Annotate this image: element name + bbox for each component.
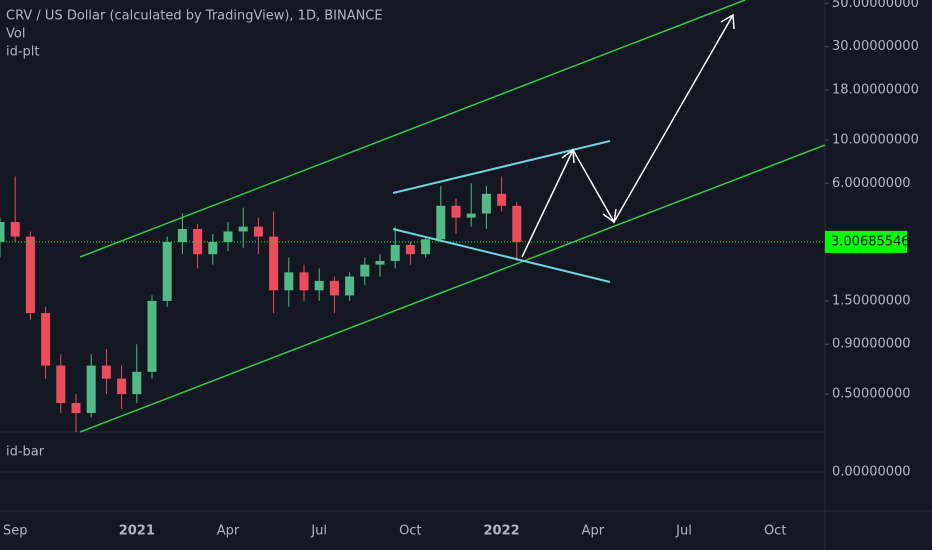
arrowhead (561, 148, 575, 164)
indicator-label: id-bar (6, 445, 45, 460)
x-tick-label: Jul (675, 524, 692, 539)
candle-body (132, 371, 142, 395)
chart-title: CRV / US Dollar (calculated by TradingVi… (6, 9, 383, 24)
candle-body (284, 272, 294, 291)
projection-path (521, 14, 734, 258)
x-tick-label: 2022 (484, 524, 520, 539)
arrowhead (602, 208, 617, 224)
x-tick-label: Jul (310, 524, 327, 539)
y-tick-label: 18.00000000 (832, 83, 919, 98)
indicator-label: Vol (6, 27, 25, 42)
plot-area (0, 176, 825, 432)
candle-body (10, 222, 20, 237)
x-tick-label: Oct (399, 524, 421, 539)
wedge-upper (392, 140, 611, 194)
candle-body (41, 313, 51, 366)
candle-body (466, 213, 476, 218)
candle-body (56, 365, 66, 404)
candle-body (345, 276, 355, 296)
candle-body (390, 244, 400, 262)
y-tick-label: 0.50000000 (832, 387, 911, 402)
candle-body (162, 242, 172, 301)
candle-body (360, 264, 370, 277)
x-tick-label: Sep (3, 524, 28, 539)
x-tick-label: 2021 (119, 524, 155, 539)
y-tick-label: 10.00000000 (832, 132, 919, 147)
last-price-label: 3.00685546 (831, 234, 910, 249)
candle-body (421, 239, 431, 255)
candle-body (25, 236, 35, 314)
indicator-label: id-plt (6, 45, 40, 60)
candle-body (269, 236, 279, 291)
candle-body (451, 205, 461, 218)
channel-upper (79, 0, 746, 258)
candle-body (329, 280, 339, 296)
channel-lower (79, 144, 826, 433)
candle-body (497, 193, 507, 206)
candle-body (314, 280, 324, 291)
y-tick-label: 0.90000000 (832, 337, 911, 352)
candle-body (375, 261, 385, 265)
candle-body (147, 300, 157, 372)
wedge-lower (392, 228, 611, 283)
candle-body (0, 222, 5, 243)
candle-body (481, 193, 491, 214)
arrowhead (720, 13, 735, 30)
candle-body (177, 228, 187, 243)
candle-body (512, 205, 522, 242)
candle-body (117, 378, 127, 395)
drawings (79, 0, 826, 433)
candle-body (405, 244, 415, 255)
y-tick-label: 0.00000000 (832, 465, 911, 480)
candle-body (223, 231, 233, 243)
last-price-box (825, 230, 907, 253)
y-tick-label: 30.00000000 (832, 39, 919, 54)
x-tick-label: Apr (217, 524, 240, 539)
candle-body (86, 365, 96, 414)
candle-body (253, 226, 263, 237)
x-tick-label: Oct (764, 524, 786, 539)
candle-body (436, 205, 446, 240)
y-tick-label: 50.00000000 (832, 0, 919, 11)
x-tick-label: Apr (582, 524, 605, 539)
candle-body (238, 226, 248, 232)
candle-body (193, 228, 203, 255)
candle-body (208, 242, 218, 255)
candle-body (299, 272, 309, 291)
candle-body (71, 403, 81, 414)
y-tick-label: 1.50000000 (832, 293, 911, 308)
y-tick-label: 6.00000000 (832, 176, 911, 191)
candle-body (101, 365, 111, 379)
